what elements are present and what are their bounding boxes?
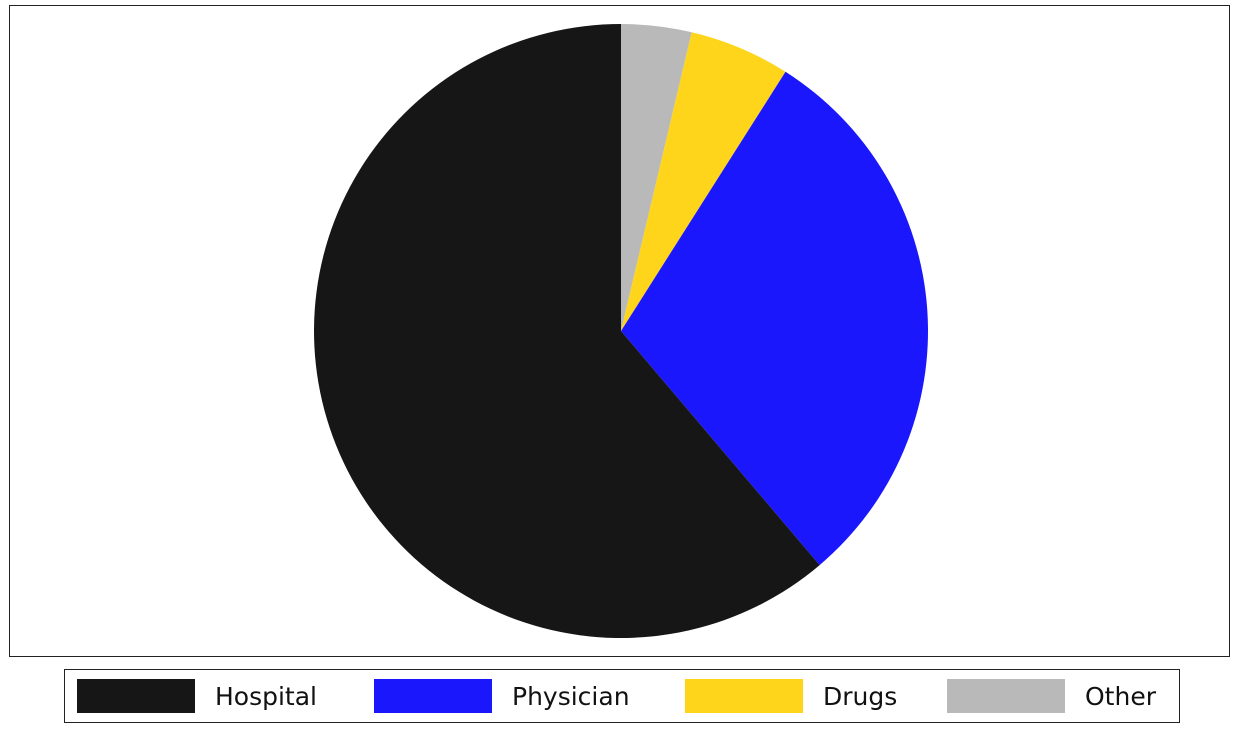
- legend-swatch-other: [947, 679, 1065, 713]
- legend-label-drugs: Drugs: [823, 681, 898, 711]
- legend-label-hospital: Hospital: [215, 681, 318, 711]
- legend-item-physician: Physician: [374, 670, 630, 722]
- pie-chart: [314, 24, 929, 639]
- pie-slice-drugs: [621, 32, 786, 331]
- legend-item-other: Other: [947, 670, 1156, 722]
- legend-label-physician: Physician: [512, 681, 630, 711]
- legend-swatch-hospital: [77, 679, 195, 713]
- pie-slice-hospital: [314, 24, 820, 639]
- legend-item-drugs: Drugs: [685, 670, 897, 722]
- legend-swatch-physician: [374, 679, 492, 713]
- legend: Hospital Physician Drugs Other: [64, 669, 1180, 723]
- legend-swatch-drugs: [685, 679, 803, 713]
- pie-slice-other: [621, 24, 692, 331]
- legend-item-hospital: Hospital: [77, 670, 317, 722]
- legend-label-other: Other: [1085, 681, 1156, 711]
- pie-slice-physician: [621, 71, 929, 566]
